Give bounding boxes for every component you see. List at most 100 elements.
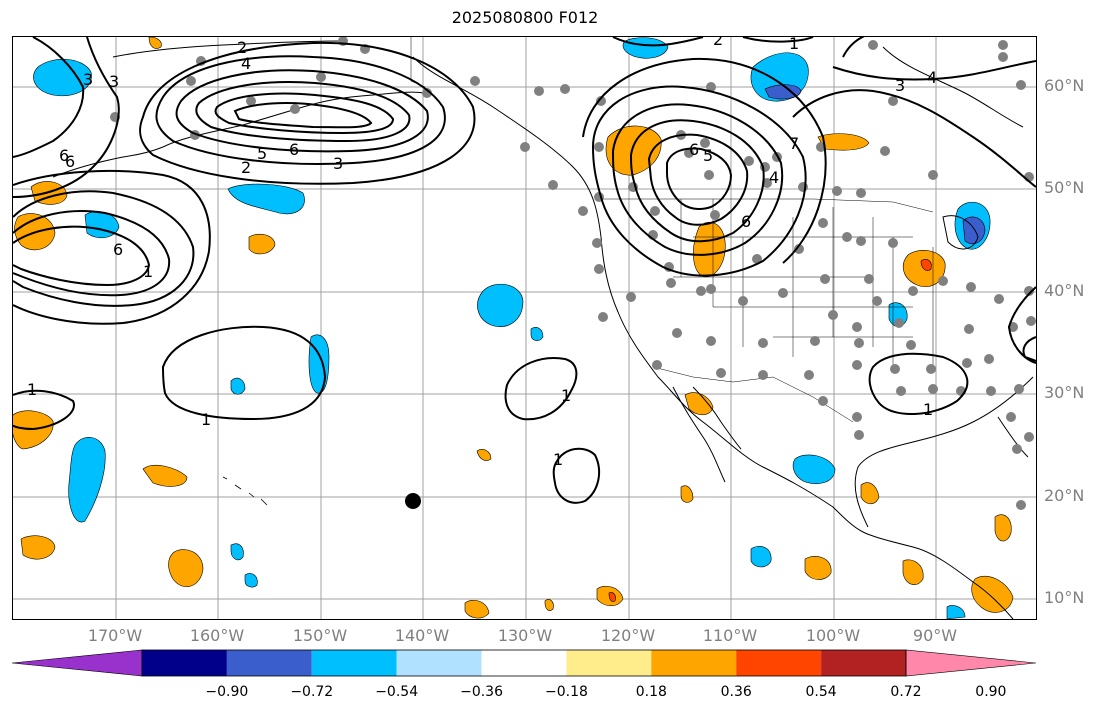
contour-label: 6 xyxy=(741,212,751,231)
alaska-coast xyxy=(52,146,164,178)
contour-line xyxy=(629,119,765,243)
contour-label: 4 xyxy=(927,68,937,87)
contour-line xyxy=(582,57,827,264)
lat-label: 50°N xyxy=(1044,178,1085,197)
contour-label: 3 xyxy=(83,70,93,89)
colorbar-tick-label: −0.18 xyxy=(544,684,588,700)
contour-line xyxy=(139,41,476,185)
colorbar-segment xyxy=(226,650,312,676)
contours xyxy=(13,37,1036,504)
positive-anomaly-blob xyxy=(684,392,714,416)
lon-label: 150°W xyxy=(292,626,348,645)
contour-line xyxy=(868,352,969,415)
contour-label: 1 xyxy=(143,262,153,281)
positive-anomaly-blob xyxy=(20,535,56,560)
contour-line xyxy=(13,37,85,158)
colorbar-tick-label: 0.90 xyxy=(975,684,1007,700)
contour-label: 6 xyxy=(59,146,69,165)
contour-line xyxy=(233,102,373,129)
contour-label: 4 xyxy=(241,54,251,73)
gulf-coast xyxy=(854,376,1034,528)
contour-label: 4 xyxy=(769,168,779,187)
positive-anomaly-blob xyxy=(693,221,726,278)
coastlines xyxy=(52,40,1034,619)
colorbar-segment xyxy=(396,650,482,676)
colorbar-tick-label: 0.36 xyxy=(720,684,752,700)
colorbar-segment xyxy=(736,650,822,676)
contour-line xyxy=(832,60,1036,81)
negative-anomaly-blob xyxy=(792,454,836,484)
lon-label: 100°W xyxy=(805,626,861,645)
contour-label: 6 xyxy=(113,240,123,259)
positive-anomaly-blob xyxy=(605,125,662,176)
contour-label: 1 xyxy=(789,37,799,53)
contour-label: 6 xyxy=(289,140,299,159)
contour-label: 5 xyxy=(703,146,713,165)
positive-anomaly-blob xyxy=(971,575,1014,613)
contour-line xyxy=(13,190,195,307)
contour-label: 1 xyxy=(923,400,933,419)
negative-anomaly-blob xyxy=(764,84,802,100)
contour-line xyxy=(13,37,120,198)
anomaly-shading xyxy=(13,37,1014,619)
lat-label: 20°N xyxy=(1044,486,1085,505)
negative-anomaly-blob xyxy=(750,546,772,568)
stations xyxy=(110,37,1036,510)
positive-anomaly-blob xyxy=(902,559,924,585)
colorbar-segment xyxy=(821,650,906,676)
colorbar-extend-low xyxy=(11,649,143,677)
contour-label: 1 xyxy=(201,410,211,429)
contour-line xyxy=(504,357,578,421)
florida xyxy=(997,416,1029,458)
contour-label: 2 xyxy=(241,158,251,177)
lon-label: 140°W xyxy=(394,626,450,645)
contour-line xyxy=(161,325,327,421)
positive-anomaly-blob xyxy=(544,599,554,611)
lon-label: 90°W xyxy=(912,626,958,645)
positive-anomaly-blob xyxy=(817,133,870,151)
hudson-bay xyxy=(882,46,1024,128)
colorbar-tick-label: −0.36 xyxy=(460,684,503,700)
map-frame: 2 4 3 3 6 5 6 3 2 6 6 1 1 1 1 1 2 1 4 3 … xyxy=(12,36,1037,620)
lat-label: 40°N xyxy=(1044,281,1085,300)
contour-line xyxy=(13,225,151,287)
baja-peninsula xyxy=(672,386,726,483)
gridlines xyxy=(13,37,1036,619)
colorbar-tick-label: 0.18 xyxy=(635,684,667,700)
contour-line xyxy=(666,147,733,210)
positive-anomaly-blob xyxy=(608,592,616,602)
positive-anomaly-blob xyxy=(142,465,188,487)
contour-line xyxy=(552,447,601,504)
contour-line xyxy=(842,37,865,58)
negative-anomaly-blob xyxy=(530,327,544,341)
contour-line xyxy=(792,89,1036,188)
negative-anomaly-blob xyxy=(68,437,106,523)
contour-label: 3 xyxy=(333,154,343,173)
colorbar-segment xyxy=(651,650,737,676)
contour-line xyxy=(742,37,814,43)
lat-label: 60°N xyxy=(1044,76,1085,95)
positive-anomaly-blob xyxy=(920,259,932,271)
negative-anomaly-blob xyxy=(946,605,966,619)
lon-label: 110°W xyxy=(702,626,758,645)
contour-label: 6 xyxy=(65,152,75,171)
lon-label: 120°W xyxy=(600,626,656,645)
negative-anomaly-blob xyxy=(227,183,305,215)
colorbar-outline xyxy=(141,649,907,677)
lon-label: 130°W xyxy=(497,626,553,645)
contour-label: 3 xyxy=(895,76,905,95)
contour-labels: 2 4 3 3 6 5 6 3 2 6 6 1 1 1 1 1 2 1 4 3 … xyxy=(27,37,937,469)
contour-line xyxy=(13,169,211,325)
positive-anomaly-blob xyxy=(248,233,276,255)
negative-anomaly-blob xyxy=(477,283,524,327)
contour-line xyxy=(13,389,75,431)
contour-line xyxy=(612,37,704,47)
negative-anomaly-blob xyxy=(962,216,986,244)
north-america-coast xyxy=(412,56,1014,619)
lat-label: 10°N xyxy=(1044,588,1085,607)
island-marker xyxy=(405,493,421,509)
lat-label: 30°N xyxy=(1044,383,1085,402)
contour-line xyxy=(611,103,784,256)
us-canada-border xyxy=(599,198,934,213)
positive-anomaly-blob xyxy=(476,449,492,461)
